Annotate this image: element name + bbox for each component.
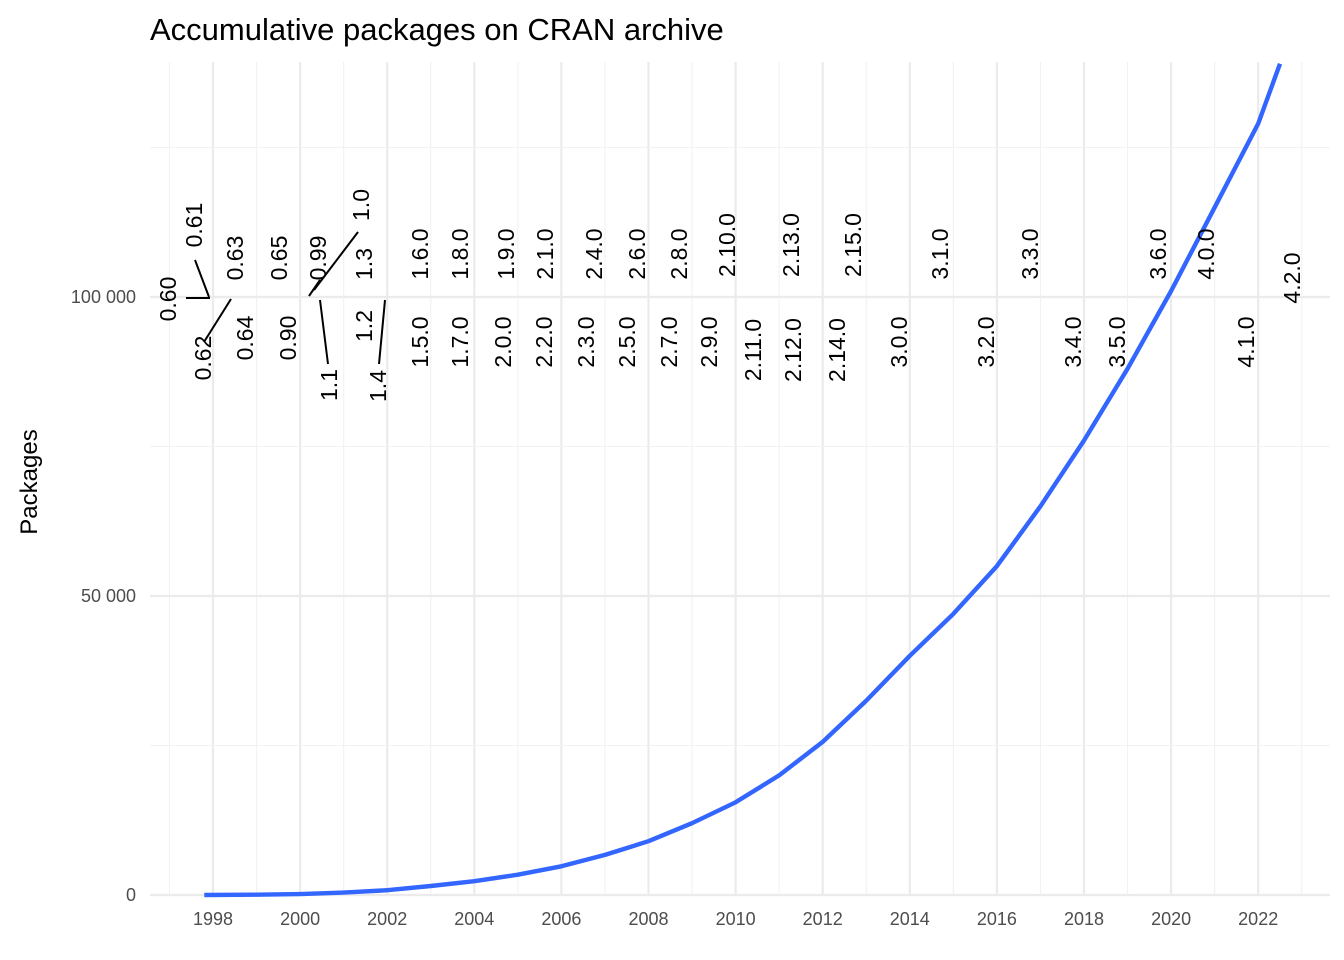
y-axis-label: Packages (16, 429, 43, 534)
x-tick-label: 1998 (193, 909, 233, 929)
version-label: 2.2.0 (531, 316, 557, 367)
version-label: 3.2.0 (973, 316, 999, 367)
x-tick-label: 2006 (541, 909, 581, 929)
version-label: 4.2.0 (1279, 252, 1305, 303)
version-label: 1.0 (348, 189, 374, 221)
version-label: 0.60 (155, 277, 181, 322)
version-label: 2.15.0 (840, 213, 866, 277)
version-label: 1.4 (365, 370, 391, 402)
version-label: 1.7.0 (447, 316, 473, 367)
x-tick-label: 2004 (454, 909, 494, 929)
version-label: 2.0.0 (490, 316, 516, 367)
version-label: 2.6.0 (624, 228, 650, 279)
x-tick-label: 2012 (803, 909, 843, 929)
version-label: 1.2 (351, 310, 377, 342)
label-connector (319, 299, 329, 365)
version-label: 2.13.0 (778, 213, 804, 277)
version-label: 2.14.0 (824, 318, 850, 382)
version-label: 2.7.0 (656, 316, 682, 367)
version-label: 3.4.0 (1060, 316, 1086, 367)
x-tick-label: 2008 (628, 909, 668, 929)
version-labels: 0.60 0.61 0.62 0.63 0.64 0.65 0.90 0.99 1.0 1.1 1.… (155, 189, 1305, 402)
version-label: 1.6.0 (407, 228, 433, 279)
label-connector (194, 259, 210, 298)
version-label: 4.1.0 (1233, 316, 1259, 367)
version-label: 0.63 (222, 236, 248, 281)
version-label: 1.8.0 (447, 228, 473, 279)
x-tick-label: 2018 (1064, 909, 1104, 929)
x-tick-label: 2022 (1238, 909, 1278, 929)
version-label: 0.90 (275, 316, 301, 361)
version-label: 2.4.0 (581, 228, 607, 279)
version-label: 2.10.0 (714, 213, 740, 277)
version-label: 1.5.0 (407, 316, 433, 367)
version-label: 1.1 (316, 369, 342, 401)
version-label: 0.65 (266, 236, 292, 281)
chart-title: Accumulative packages on CRAN archive (150, 12, 724, 47)
version-label: 3.6.0 (1145, 228, 1171, 279)
series-line (204, 63, 1283, 898)
y-axis: 0 50 000 100 000 (71, 287, 136, 905)
version-label: 0.61 (181, 203, 207, 248)
version-label: 2.8.0 (666, 228, 692, 279)
x-tick-label: 2014 (890, 909, 930, 929)
y-tick-label: 50 000 (81, 586, 136, 606)
x-tick-label: 2016 (977, 909, 1017, 929)
y-tick-label: 100 000 (71, 287, 136, 307)
version-label: 2.1.0 (532, 228, 558, 279)
version-label: 1.3 (351, 248, 377, 280)
x-tick-label: 2000 (280, 909, 320, 929)
version-label: 2.9.0 (696, 316, 722, 367)
x-axis: 1998 2000 2002 2004 2006 2008 2010 2012 2014 2016… (193, 909, 1278, 929)
version-label: 0.99 (305, 236, 331, 281)
series-layer (204, 63, 1283, 898)
version-label: 2.5.0 (614, 316, 640, 367)
version-label: 0.64 (232, 315, 258, 360)
label-connector (378, 299, 386, 365)
x-tick-label: 2010 (716, 909, 756, 929)
label-connector (313, 231, 359, 291)
x-tick-label: 2020 (1151, 909, 1191, 929)
version-label: 2.3.0 (573, 316, 599, 367)
version-label: 1.9.0 (493, 228, 519, 279)
label-connectors (186, 231, 386, 365)
version-label: 3.5.0 (1104, 316, 1130, 367)
version-label: 3.3.0 (1017, 228, 1043, 279)
y-tick-label: 0 (126, 885, 136, 905)
grid (150, 62, 1330, 897)
version-label: 3.1.0 (927, 228, 953, 279)
version-label: 2.11.0 (740, 319, 766, 381)
version-label: 4.0.0 (1193, 228, 1219, 279)
version-label: 0.62 (190, 336, 216, 381)
version-label: 3.0.0 (886, 316, 912, 367)
version-label: 2.12.0 (780, 318, 806, 382)
x-tick-label: 2002 (367, 909, 407, 929)
label-connector (203, 298, 232, 343)
